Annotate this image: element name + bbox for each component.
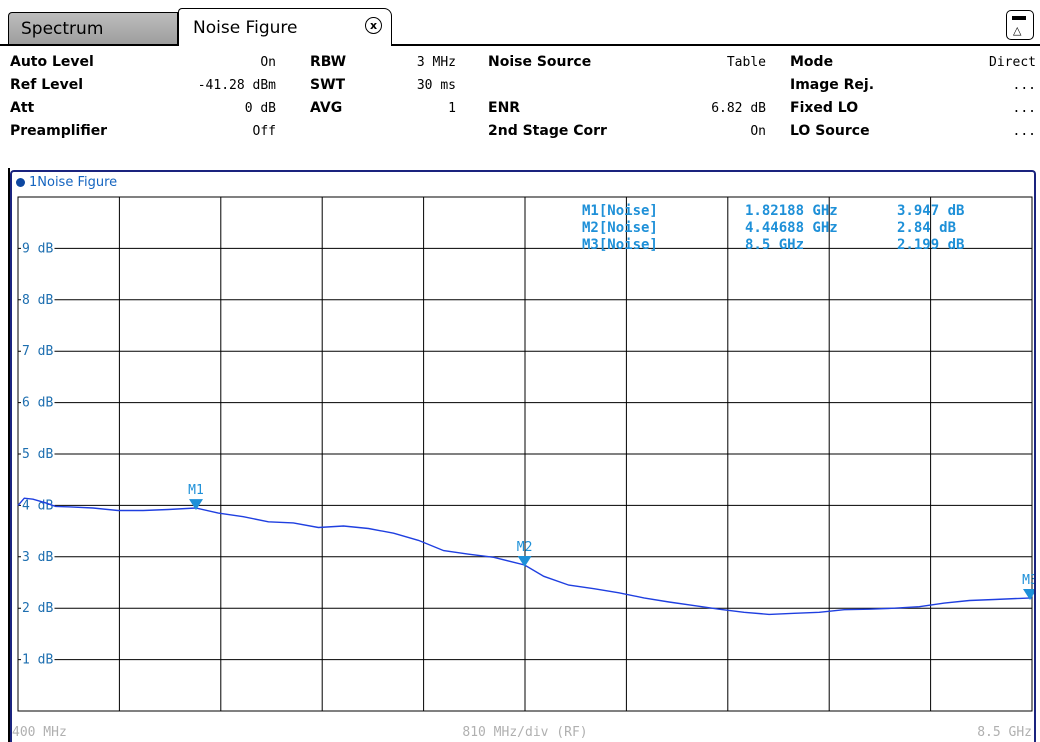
- marker-info-name: M2[Noise]: [582, 220, 658, 236]
- marker-info-y: 3.947 dB: [897, 203, 964, 219]
- y-tick-label-bg: [21, 498, 55, 514]
- marker-info-name: M3[Noise]: [582, 237, 658, 253]
- trace-indicator-icon: [16, 178, 25, 187]
- y-tick-label: 5 dB: [22, 447, 53, 462]
- marker-m2-label: M2: [517, 540, 533, 555]
- marker-info-x: 8.5 GHz: [745, 237, 804, 253]
- y-tick-label: 6 dB: [22, 396, 53, 411]
- setting-label: Noise Source: [488, 54, 592, 70]
- y-tick-label: 8 dB: [22, 293, 53, 308]
- setting-value: 1: [448, 101, 456, 116]
- setting-value: Direct: [989, 55, 1036, 70]
- y-tick-label-bg: [21, 292, 55, 308]
- y-tick-label-bg: [21, 652, 55, 668]
- y-tick-label-bg: [21, 241, 55, 257]
- overview-icon[interactable]: △: [1006, 10, 1034, 40]
- setting-value: 30 ms: [416, 78, 456, 93]
- setting-label: Fixed LO: [790, 100, 859, 116]
- trace-title: 1Noise Figure: [16, 175, 117, 190]
- setting-label: Att: [10, 100, 35, 116]
- setting-label: LO Source: [790, 123, 870, 139]
- y-tick-label: 3 dB: [22, 550, 53, 565]
- y-tick-label-bg: [21, 601, 55, 617]
- setting-value: ...: [1012, 124, 1036, 139]
- setting-value: On: [260, 55, 276, 70]
- x-stop-label: 8.5 GHz: [977, 725, 1032, 740]
- marker-info-y: 2.199 dB: [897, 237, 964, 253]
- noise-figure-trace: [17, 497, 1033, 616]
- y-tick-label: 9 dB: [22, 241, 53, 256]
- setting-value: ...: [1012, 101, 1036, 116]
- tab-bar-underline: [0, 44, 1040, 46]
- close-tab-icon[interactable]: x: [365, 17, 382, 34]
- setting-value: ...: [1012, 78, 1036, 93]
- marker-info-name: M1[Noise]: [582, 203, 658, 219]
- tab-noise-figure[interactable]: Noise Figure x: [178, 8, 392, 46]
- setting-label: SWT: [310, 77, 346, 93]
- y-tick-label-bg: [21, 447, 55, 462]
- tab-spectrum-label: Spectrum: [21, 18, 104, 39]
- setting-label: Ref Level: [10, 77, 84, 93]
- setting-label: Preamplifier: [10, 123, 108, 139]
- marker-info-y: 2.84 dB: [897, 220, 956, 236]
- overview-icon-bars: [1012, 16, 1026, 20]
- tab-noise-figure-label: Noise Figure: [193, 17, 298, 38]
- y-tick-label: 7 dB: [22, 344, 53, 359]
- setting-value: On: [750, 124, 766, 139]
- y-tick-label-bg: [21, 549, 55, 565]
- y-tick-label: 2 dB: [22, 601, 53, 616]
- setting-label: AVG: [310, 100, 343, 116]
- window-left-edge: [8, 46, 10, 742]
- diagram-frame: [10, 170, 1036, 742]
- setting-label: 2nd Stage Corr: [488, 123, 607, 139]
- noise-figure-diagram[interactable]: 1 dB 2 dB 3 dB 4 dB 5 dB 6 dB 7 dB 8 dB 9 dB M1 M2…: [10, 170, 1036, 742]
- trace-title-label: 1Noise Figure: [29, 175, 118, 190]
- setting-value: 3 MHz: [416, 55, 456, 70]
- marker-info-x: 1.82188 GHz: [745, 203, 838, 219]
- setting-label: Mode: [790, 54, 834, 70]
- marker-info-x: 4.44688 GHz: [745, 220, 838, 236]
- triangle-icon: △: [1013, 24, 1022, 37]
- marker-m1-triangle: [188, 499, 203, 511]
- tab-bar: Spectrum Noise Figure x △: [0, 0, 1040, 46]
- marker-m3-triangle: [1023, 588, 1034, 600]
- setting-label: Auto Level: [10, 54, 94, 70]
- tab-spectrum[interactable]: Spectrum: [8, 12, 178, 44]
- x-axis-label: 810 MHz/div (RF): [462, 725, 587, 740]
- y-tick-label-bg: [21, 344, 55, 360]
- y-tick-label: 1 dB: [22, 653, 53, 668]
- setting-label: RBW: [310, 54, 347, 70]
- y-tick-label-bg: [21, 395, 55, 411]
- x-start-label: 400 MHz: [12, 725, 67, 740]
- plot-svg: 1 dB2 dB3 dB4 dB5 dB6 dB7 dB8 dB9 dBM1M2…: [12, 196, 1034, 740]
- settings-panel: Auto Level On Ref Level -41.28 dBm Att 0…: [8, 46, 1040, 168]
- setting-label: ENR: [488, 100, 521, 116]
- setting-label: Image Rej.: [790, 77, 875, 93]
- setting-value: Off: [252, 124, 276, 139]
- marker-m3-label: M3: [1022, 573, 1034, 588]
- setting-value: Table: [726, 55, 766, 70]
- marker-m1-label: M1: [188, 483, 204, 498]
- setting-value: 0 dB: [244, 101, 276, 116]
- marker-m2-triangle: [517, 556, 532, 568]
- setting-value: -41.28 dBm: [197, 78, 276, 93]
- setting-value: 6.82 dB: [711, 101, 766, 116]
